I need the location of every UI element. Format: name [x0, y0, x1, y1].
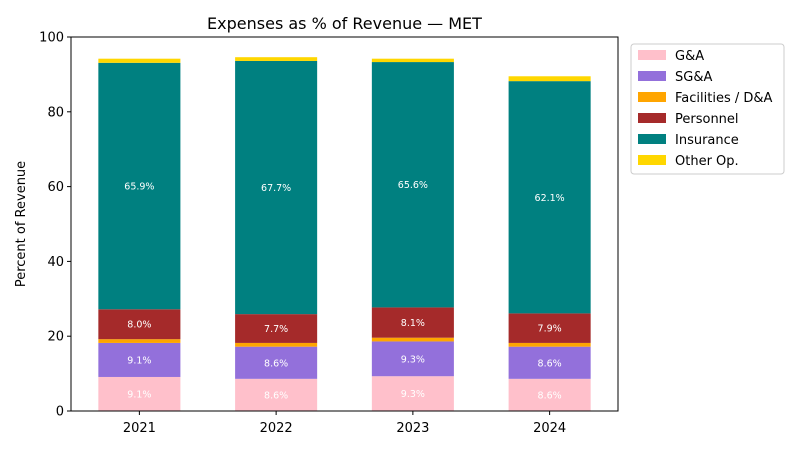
y-tick-label: 100: [39, 31, 64, 46]
legend-swatch: [638, 134, 666, 144]
bar-segment: [371, 337, 454, 342]
bar-segment: [371, 307, 454, 338]
legend-label: Other Op.: [675, 154, 739, 169]
data-labels: 9.1% 9.1% 8.0% 65.9% 8.6% 8.6% 7.7% 67.7% 9.3% 9.…: [124, 180, 564, 401]
data-label: 7.9%: [538, 324, 562, 335]
data-label: 8.6%: [538, 390, 562, 401]
legend-swatch: [638, 50, 666, 60]
legend-label: Facilities / D&A: [675, 91, 773, 106]
bar-segment: [508, 378, 591, 411]
data-label: 8.0%: [127, 320, 151, 331]
bar-segment: [98, 62, 181, 310]
bar-segment: [98, 342, 181, 377]
data-label: 9.3%: [401, 354, 425, 365]
legend-label: Insurance: [675, 133, 739, 148]
y-axis-label: Percent of Revenue: [14, 161, 29, 287]
legend-label: SG&A: [675, 70, 712, 85]
data-label: 9.3%: [401, 389, 425, 400]
bar-segment: [235, 342, 318, 347]
legend-swatch: [638, 92, 666, 102]
plot-frame: [70, 36, 619, 412]
x-tick-label: 2024: [533, 421, 566, 436]
bar-segment: [235, 346, 318, 379]
bar-segment: [371, 341, 454, 377]
data-label: 9.1%: [127, 389, 151, 400]
bar-segment: [371, 62, 454, 308]
bar-segment: [235, 60, 318, 315]
bar-segment: [98, 339, 181, 343]
data-label: 65.6%: [398, 180, 428, 191]
legend-label: G&A: [675, 49, 704, 64]
y-tick-label: 0: [56, 405, 64, 420]
data-label: 9.1%: [127, 355, 151, 366]
data-label: 62.1%: [535, 193, 565, 204]
y-tick-label: 40: [47, 255, 64, 270]
data-label: 8.1%: [401, 318, 425, 329]
legend-swatch: [638, 113, 666, 123]
bar-segment: [508, 346, 591, 379]
legend-swatch: [638, 155, 666, 165]
legend: G&A SG&A Facilities / D&A Personnel Insuranc…: [630, 43, 785, 175]
bar-segment: [98, 58, 181, 63]
x-tick-label: 2023: [396, 421, 429, 436]
data-label: 7.7%: [264, 324, 288, 335]
legend-swatch: [638, 71, 666, 81]
bar-segment: [508, 76, 591, 82]
y-tick-label: 60: [47, 180, 64, 195]
y-tick-label: 80: [47, 105, 64, 120]
bar-segment: [508, 313, 591, 343]
bar-segment: [235, 378, 318, 411]
bar-segment: [508, 81, 591, 314]
bar-segment: [371, 376, 454, 411]
data-label: 67.7%: [261, 183, 291, 194]
chart-title: Expenses as % of Revenue — MET: [207, 14, 482, 33]
bar-segment: [371, 58, 454, 63]
legend-label: Personnel: [675, 112, 739, 127]
x-tick-label: 2022: [260, 421, 293, 436]
bar-segment: [98, 376, 181, 411]
y-tick-label: 20: [47, 330, 64, 345]
bar-segment: [235, 314, 318, 343]
bars: [98, 57, 591, 411]
data-label: 8.6%: [264, 390, 288, 401]
bar-segment: [508, 342, 591, 347]
x-tick-label: 2021: [123, 421, 156, 436]
data-label: 8.6%: [538, 358, 562, 369]
bar-segment: [98, 309, 181, 340]
legend-frame: [630, 43, 785, 175]
data-label: 8.6%: [264, 358, 288, 369]
data-label: 65.9%: [124, 182, 154, 193]
bar-segment: [235, 57, 318, 61]
